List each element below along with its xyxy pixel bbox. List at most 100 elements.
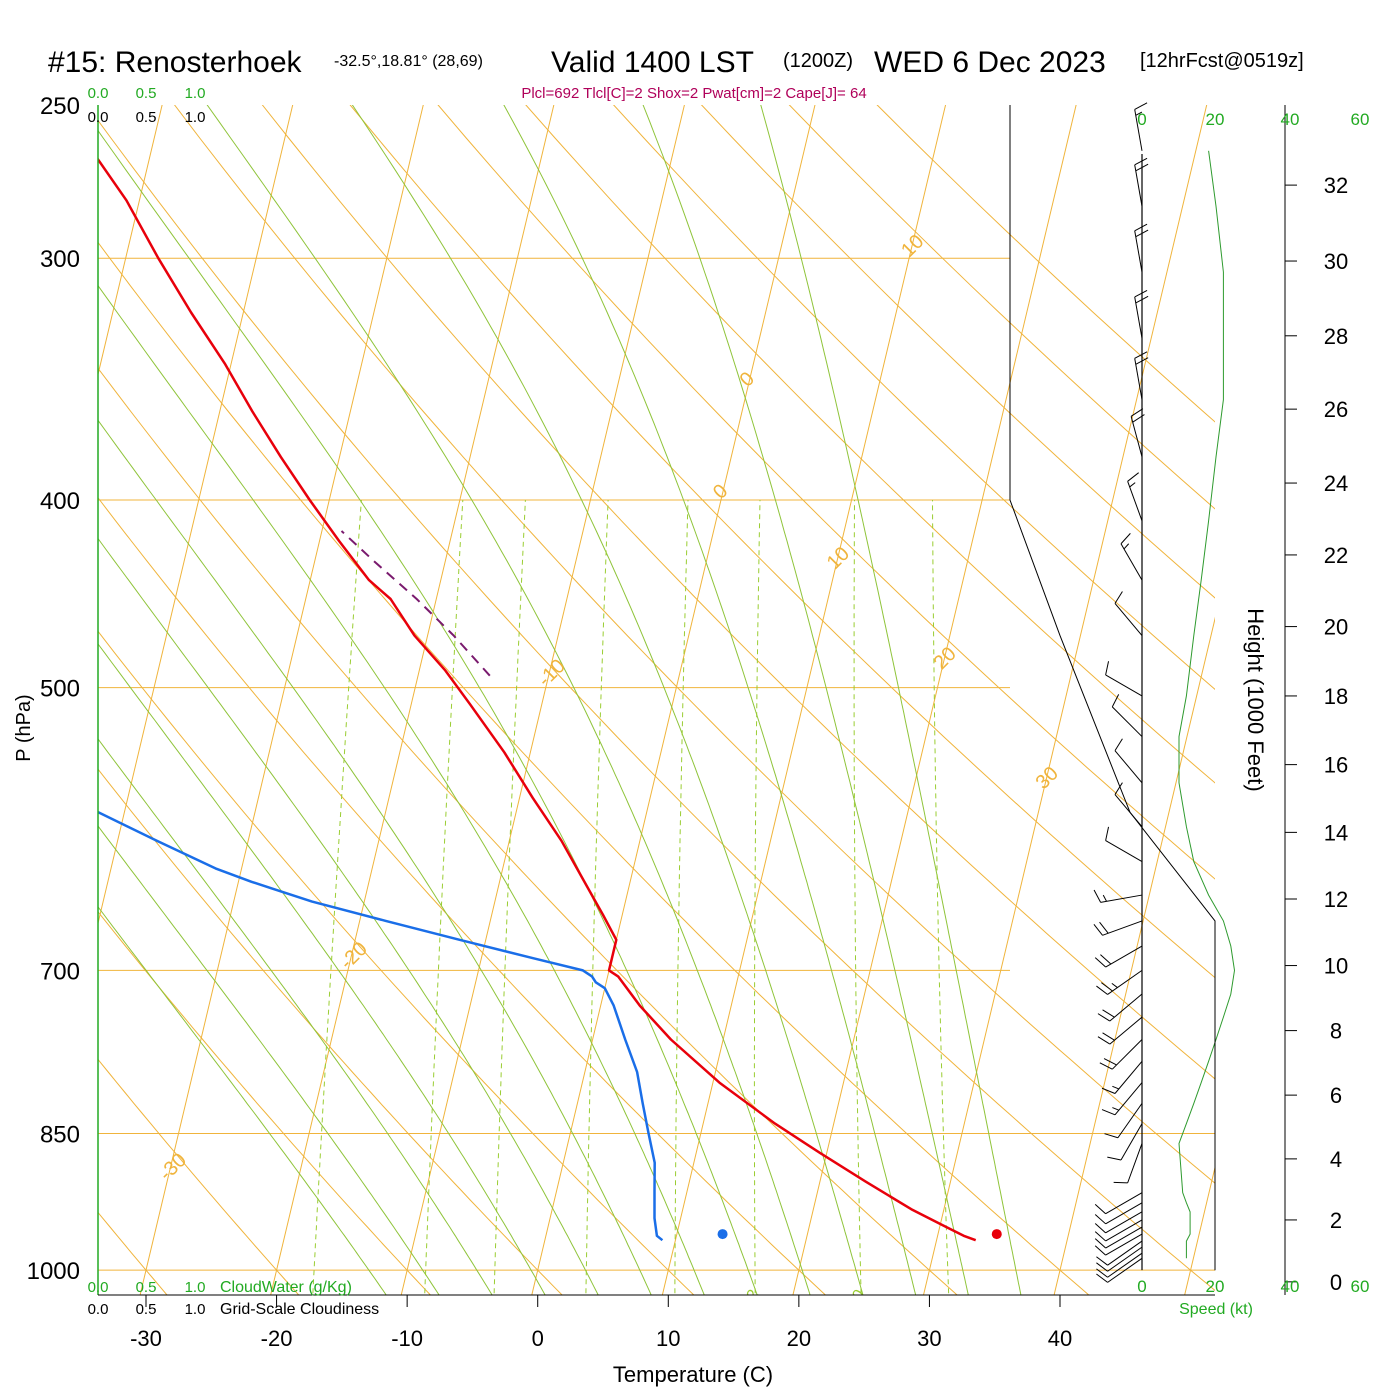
mixing-ratio-label: 5 xyxy=(569,1294,588,1311)
wind-barb-flag xyxy=(1132,414,1145,423)
height-tick-label: 28 xyxy=(1324,324,1348,349)
height-tick-label: 22 xyxy=(1324,543,1348,568)
isotherm-line xyxy=(1184,1165,1215,1295)
wind-barb-staff xyxy=(1105,1192,1143,1215)
wind-barb-flag xyxy=(1094,1231,1106,1242)
dry-adiabat xyxy=(98,241,1090,1295)
cloudiness-top-tick: 0.5 xyxy=(136,109,157,126)
wind-barb-flag xyxy=(1103,1058,1117,1066)
wind-barb-staff xyxy=(1102,920,1143,936)
wind-barb-flag xyxy=(1134,351,1148,359)
wind-barb xyxy=(1094,1192,1143,1215)
speed-axis-label: Speed (kt) xyxy=(1179,1301,1253,1318)
wind-barb xyxy=(1094,1211,1143,1234)
wind-barb xyxy=(1111,694,1143,737)
mixing-ratio-label: 2 xyxy=(408,1294,427,1311)
wind-barb-flag xyxy=(1105,661,1110,676)
speed-tick-label: 60 xyxy=(1351,110,1370,129)
dry-adiabat xyxy=(437,105,1215,880)
wind-barb xyxy=(1120,533,1143,581)
wind-barb xyxy=(1114,738,1143,784)
height-tick-label: 14 xyxy=(1324,820,1348,845)
cloudiness-bottom-tick: 0.0 xyxy=(88,1301,109,1318)
dry-adiabat xyxy=(788,105,1215,510)
cloudwater-label: CloudWater (g/Kg) xyxy=(220,1279,352,1296)
dry-adiabat xyxy=(98,630,695,1295)
wind-barb-staff xyxy=(1100,894,1143,903)
wind-barb-flag xyxy=(1120,533,1131,545)
mixing-ratio-line xyxy=(674,499,689,1295)
wind-barb-flag xyxy=(1111,694,1120,708)
wind-barb xyxy=(1096,1257,1143,1283)
wind-barb-flag xyxy=(1114,738,1123,751)
height-tick-label: 16 xyxy=(1324,753,1348,778)
height-tick-label: 18 xyxy=(1324,684,1348,709)
wind-barb-flag xyxy=(1097,1036,1111,1045)
x-tick-label: 40 xyxy=(1048,1326,1072,1351)
x-tick-label: -20 xyxy=(261,1326,293,1351)
mixing-ratio-line xyxy=(853,499,862,1295)
wind-barb-staff xyxy=(1109,993,1143,1022)
dry-adiabat xyxy=(98,119,1215,1292)
pressure-tick-label: 700 xyxy=(40,958,80,985)
wind-barb-staff xyxy=(1105,674,1143,697)
wind-barb-staff xyxy=(1105,840,1143,863)
dry-adiabat xyxy=(525,105,1215,784)
wind-barb-flag xyxy=(1102,894,1107,902)
wind-barb-staff xyxy=(1107,1240,1143,1266)
cloudwater-top-tick: 0.5 xyxy=(136,85,157,102)
x-tick-label: -10 xyxy=(391,1326,423,1351)
y-axis-title: P (hPa) xyxy=(13,694,35,761)
cloudiness-bottom-tick: 0.5 xyxy=(136,1301,157,1318)
mixing-ratio-line xyxy=(753,499,761,1295)
mixing-ratio-line xyxy=(585,499,609,1295)
wind-barb xyxy=(1096,1252,1143,1278)
mixing-ratio-label: 3 xyxy=(478,1294,497,1311)
wind-barb-staff xyxy=(1105,945,1143,968)
dry-adiabat xyxy=(98,911,432,1295)
wind-barb xyxy=(1097,1016,1143,1045)
wind-barb xyxy=(1094,945,1143,968)
wind-barb-flag xyxy=(1101,982,1113,992)
wind-barb-flag xyxy=(1135,111,1143,116)
height-tick-label: 10 xyxy=(1324,954,1348,979)
wind-barb xyxy=(1105,826,1143,863)
moist-adiabat xyxy=(351,105,864,1295)
height-tick-label: 30 xyxy=(1324,249,1348,274)
wind-barb-flag xyxy=(1096,1262,1108,1272)
pressure-tick-label: 850 xyxy=(40,1122,80,1149)
x-tick-label: 0 xyxy=(532,1326,544,1351)
dewpoint-profile xyxy=(98,810,664,1242)
wind-barb xyxy=(1134,289,1149,339)
wind-barb-flag xyxy=(1101,1087,1116,1094)
dry-adiabat xyxy=(261,105,1215,1080)
wind-barb-flag xyxy=(1094,1203,1106,1215)
height-tick-label: 26 xyxy=(1324,397,1348,422)
height-tick-label: 4 xyxy=(1330,1147,1342,1172)
wind-barb-flag xyxy=(1099,921,1109,934)
moist-adiabat xyxy=(760,105,1022,1295)
isotherm-label: 10 xyxy=(897,230,928,261)
wind-barb-flag xyxy=(1102,1032,1115,1041)
wind-barb-flag xyxy=(1093,889,1102,903)
valid-time: Valid 1400 LST xyxy=(551,46,754,79)
pressure-tick-label: 250 xyxy=(40,93,80,120)
wind-barb-staff xyxy=(1134,358,1143,400)
wind-barb-flag xyxy=(1111,982,1118,988)
height-tick-label: 32 xyxy=(1324,173,1348,198)
isotherm-line xyxy=(0,71,40,1311)
wind-barb-staff xyxy=(1107,969,1143,995)
speed-tick-label: 0 xyxy=(1137,1277,1146,1296)
isotherm-line xyxy=(923,105,1208,1295)
wind-barb-staff xyxy=(1105,1219,1143,1242)
dry-adiabat xyxy=(173,105,1215,1184)
wind-barb-flag xyxy=(1102,1009,1115,1018)
isotherm-line xyxy=(400,105,685,1295)
wind-barb-flag xyxy=(1105,826,1110,841)
height-tick-label: 2 xyxy=(1330,1208,1342,1233)
dry-adiabat xyxy=(613,105,1215,690)
cloudwater-bottom-tick: 0.5 xyxy=(136,1279,157,1296)
wind-barb-staff xyxy=(1114,750,1143,784)
wind-barb xyxy=(1096,1240,1143,1266)
